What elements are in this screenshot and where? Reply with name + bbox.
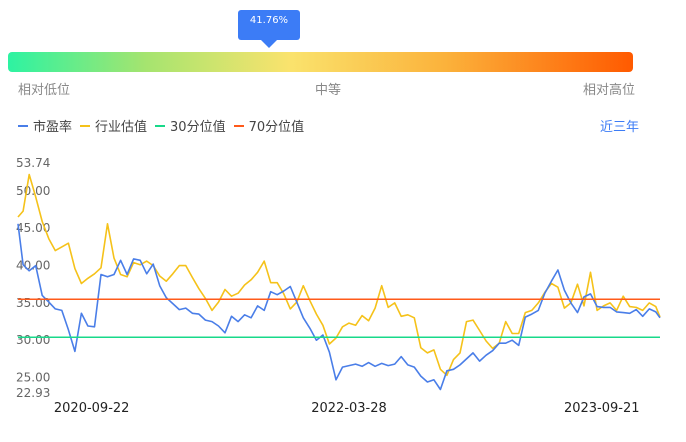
gauge-high-label: 相对高位 xyxy=(583,83,636,98)
gauge-mid-label: 中等 xyxy=(315,83,342,98)
legend-swatch-industry xyxy=(80,124,91,127)
x-tick-label: 2022-03-28 xyxy=(311,401,387,416)
period-selector[interactable]: 近三年 xyxy=(600,120,640,135)
x-tick-label: 2020-09-22 xyxy=(54,401,130,416)
legend-label-industry: 行业估值 xyxy=(95,120,148,135)
y-tick-label: 53.74 xyxy=(16,156,50,170)
legend-item-p30[interactable]: 30分位值 xyxy=(155,116,226,135)
pe-ratio-line xyxy=(17,223,661,391)
percentile-badge-pointer xyxy=(261,40,277,48)
legend-item-p70[interactable]: 70分位值 xyxy=(233,116,305,135)
legend-swatch-p70 xyxy=(233,124,244,127)
legend-label-p70: 70分位值 xyxy=(248,120,305,135)
y-tick-label: 25.00 xyxy=(16,371,50,385)
legend-item-industry[interactable]: 行业估值 xyxy=(80,116,147,135)
legend-swatch-pe xyxy=(18,124,28,127)
x-tick-label: 2023-09-21 xyxy=(564,401,640,416)
legend-swatch-p30 xyxy=(155,124,166,127)
y-tick-label: 45.00 xyxy=(16,221,50,235)
y-tick-label: 30.00 xyxy=(16,333,50,347)
gauge-low-label: 相对低位 xyxy=(18,83,71,98)
legend-label-p30: 30分位值 xyxy=(170,120,226,135)
chart-legend: 市盈率 行业估值 30分位值 70分位值 xyxy=(18,116,304,135)
y-tick-label: 40.00 xyxy=(16,259,50,273)
percentile-badge: 41.76% xyxy=(238,10,300,40)
valuation-gauge-bar xyxy=(8,52,633,72)
y-tick-label: 22.93 xyxy=(16,386,50,400)
legend-item-pe[interactable]: 市盈率 xyxy=(18,116,72,135)
industry-valuation-line xyxy=(17,173,661,377)
legend-label-pe: 市盈率 xyxy=(33,120,73,135)
